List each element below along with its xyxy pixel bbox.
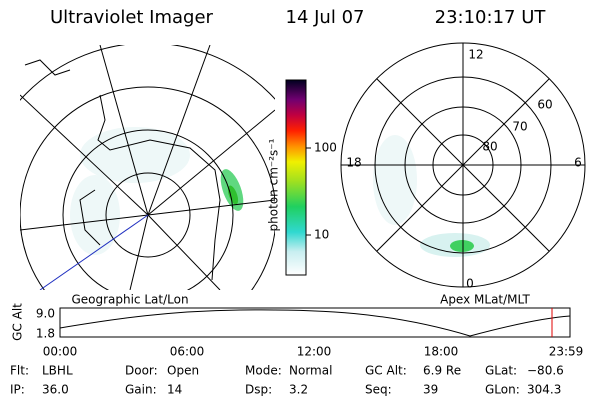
info-value: LBHL bbox=[42, 364, 73, 378]
mlt-label: 0 bbox=[466, 277, 474, 291]
time-tick: 12:00 bbox=[297, 345, 332, 359]
time: 23:10:17 UT bbox=[435, 7, 547, 28]
info-value: Normal bbox=[289, 364, 332, 378]
info-label: Gain: bbox=[125, 383, 157, 397]
info-value: Open bbox=[167, 364, 199, 378]
mlt-label: 12 bbox=[468, 48, 483, 62]
alt-tick: 1.8 bbox=[36, 327, 55, 341]
left-panel-label: Geographic Lat/Lon bbox=[71, 293, 188, 307]
altitude-curve bbox=[59, 309, 571, 337]
time-tick: 23:59 bbox=[549, 345, 584, 359]
right-panel-label: Apex MLat/MLT bbox=[440, 293, 530, 307]
info-label: Seq: bbox=[365, 383, 392, 397]
lat-label: 60 bbox=[537, 98, 552, 112]
alt-tick: 9.0 bbox=[36, 307, 55, 321]
info-value: 39 bbox=[423, 383, 438, 397]
colorbar-label: photon cm⁻²s⁻¹ bbox=[267, 138, 281, 231]
info-label: Dsp: bbox=[245, 383, 272, 397]
lat-label: 80 bbox=[482, 140, 497, 154]
info-value: −80.6 bbox=[527, 364, 564, 378]
info-label: Mode: bbox=[245, 364, 282, 378]
info-value: 14 bbox=[167, 383, 182, 397]
info-label: GLat: bbox=[485, 364, 517, 378]
info-label: Door: bbox=[125, 364, 158, 378]
time-tick: 00:00 bbox=[43, 345, 78, 359]
info-value: 304.3 bbox=[527, 383, 561, 397]
altitude-frame bbox=[59, 307, 571, 338]
time-tick: 06:00 bbox=[170, 345, 205, 359]
info-value: 6.9 Re bbox=[423, 364, 461, 378]
info-value: 3.2 bbox=[289, 383, 308, 397]
mlt-label: 18 bbox=[346, 156, 361, 170]
lat-label: 70 bbox=[512, 120, 527, 134]
info-label: GLon: bbox=[485, 383, 520, 397]
mlt-label: 6 bbox=[574, 156, 582, 170]
info-value: 36.0 bbox=[42, 383, 69, 397]
info-panel: Flt: LBHL Door: Open Mode: Normal GC Alt: 6.9 R… bbox=[10, 364, 564, 397]
alt-axis-label: GC Alt bbox=[11, 303, 25, 341]
polar-plot bbox=[340, 42, 586, 288]
info-label: IP: bbox=[10, 383, 25, 397]
info-label: Flt: bbox=[10, 364, 29, 378]
date: 14 Jul 07 bbox=[286, 7, 365, 28]
colorbar-tick: 100 bbox=[314, 141, 337, 155]
info-label: GC Alt: bbox=[365, 364, 407, 378]
geographic-map bbox=[20, 45, 275, 290]
colorbar bbox=[285, 79, 307, 276]
time-tick: 18:00 bbox=[424, 345, 459, 359]
colorbar-tick: 10 bbox=[314, 228, 329, 242]
instrument-title: Ultraviolet Imager bbox=[50, 7, 214, 28]
